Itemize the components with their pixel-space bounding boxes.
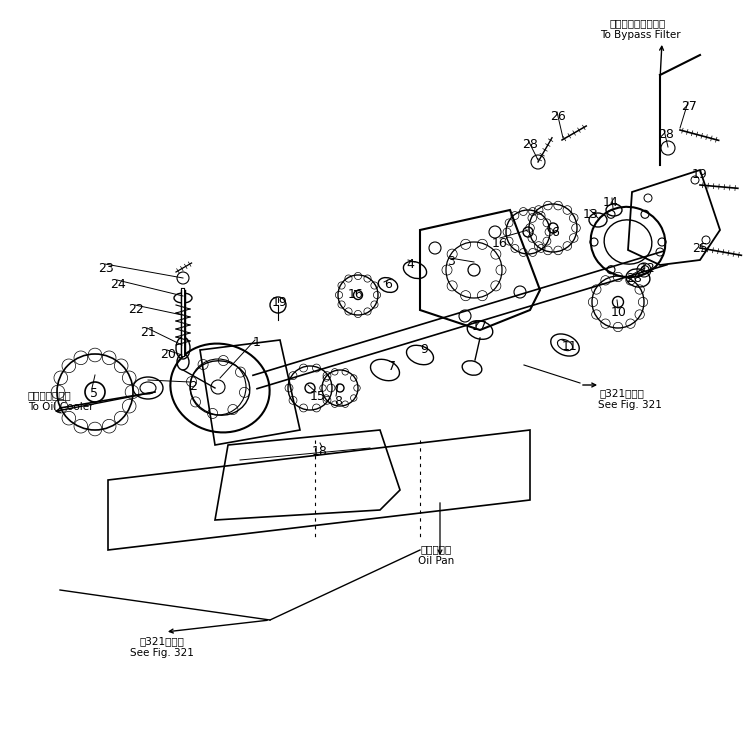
Text: オイルクーラへ: オイルクーラへ — [28, 390, 72, 400]
Text: See Fig. 321: See Fig. 321 — [598, 400, 662, 410]
Text: Oil Pan: Oil Pan — [418, 556, 454, 566]
Text: To Oil Cooler: To Oil Cooler — [28, 402, 93, 412]
Text: 23: 23 — [98, 262, 114, 275]
Text: See Fig. 321: See Fig. 321 — [130, 648, 194, 658]
Text: 22: 22 — [128, 303, 144, 316]
Text: 28: 28 — [522, 138, 538, 151]
Text: オイルパン: オイルパン — [421, 544, 452, 554]
Text: 14: 14 — [603, 196, 619, 209]
Text: To Bypass Filter: To Bypass Filter — [600, 30, 681, 40]
Text: 28: 28 — [658, 128, 674, 141]
Text: 6: 6 — [551, 226, 559, 239]
Text: 13: 13 — [583, 208, 599, 221]
Text: 第321図参照: 第321図参照 — [600, 388, 645, 398]
Text: 27: 27 — [681, 100, 697, 113]
Text: 9: 9 — [420, 343, 428, 356]
Text: 8: 8 — [334, 395, 342, 408]
Text: 26: 26 — [550, 110, 566, 123]
Text: バイパスフィルタへ: バイパスフィルタへ — [610, 18, 666, 28]
Text: 12: 12 — [640, 262, 656, 275]
Text: 15: 15 — [310, 390, 326, 403]
Text: 16: 16 — [492, 237, 508, 250]
Text: 24: 24 — [110, 278, 126, 291]
Text: 5: 5 — [90, 387, 98, 400]
Text: 16: 16 — [348, 288, 364, 301]
Text: 10: 10 — [611, 306, 627, 319]
Text: 1: 1 — [253, 336, 261, 349]
Text: 6: 6 — [384, 278, 392, 291]
Text: 2: 2 — [189, 380, 197, 393]
Text: 3: 3 — [447, 255, 455, 268]
Text: 21: 21 — [140, 326, 156, 339]
Text: 7: 7 — [388, 360, 396, 373]
Text: 19: 19 — [272, 296, 288, 309]
Text: 28: 28 — [626, 272, 642, 285]
Text: 17: 17 — [472, 320, 488, 333]
Text: 第321図参照: 第321図参照 — [140, 636, 185, 646]
Text: 25: 25 — [692, 242, 708, 255]
Text: 19: 19 — [692, 168, 708, 181]
Text: 18: 18 — [312, 445, 328, 458]
Text: 20: 20 — [160, 348, 176, 361]
Text: 4: 4 — [406, 258, 414, 271]
Text: 11: 11 — [562, 340, 578, 353]
